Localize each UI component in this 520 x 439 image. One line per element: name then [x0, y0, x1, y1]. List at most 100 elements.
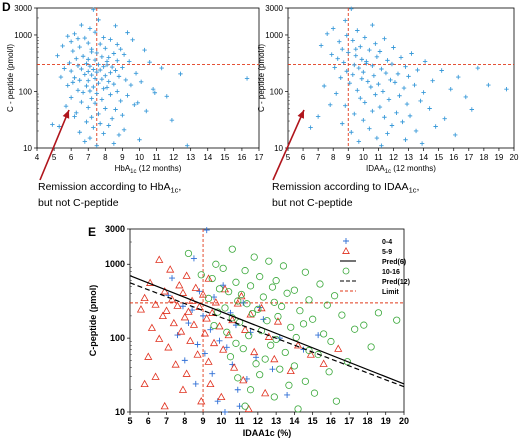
data-point	[116, 74, 122, 79]
data-point-0-4	[194, 341, 201, 348]
data-point-10-16	[309, 315, 317, 323]
data-point	[118, 46, 123, 52]
data-point-10-16	[263, 317, 271, 325]
data-point	[453, 132, 458, 138]
legend-label: 10-16	[382, 269, 400, 276]
data-point	[97, 121, 103, 126]
data-point	[113, 107, 118, 112]
data-point	[75, 63, 81, 68]
data-point	[92, 101, 98, 106]
data-point	[374, 135, 380, 141]
data-point-5-9	[151, 372, 160, 380]
x-tick-label: 13	[271, 416, 281, 426]
data-point	[475, 65, 481, 71]
data-point-10-16	[285, 381, 293, 389]
data-point-10-16	[228, 245, 236, 253]
legend-label: 5-9	[382, 249, 392, 256]
data-point-10-16	[212, 260, 220, 268]
data-point	[77, 130, 82, 135]
data-point-5-9	[293, 341, 303, 349]
y-tick-label: 10	[115, 407, 125, 417]
data-point-5-9	[178, 288, 188, 296]
data-point	[367, 47, 372, 53]
data-point	[103, 106, 108, 111]
data-point	[115, 58, 120, 63]
data-point-10-16	[246, 282, 255, 290]
data-point	[422, 59, 428, 64]
data-point-10-16	[367, 343, 375, 351]
data-point-10-16	[292, 333, 300, 342]
data-point	[358, 96, 363, 101]
data-point	[67, 60, 72, 66]
data-point	[338, 75, 343, 80]
data-point	[388, 77, 393, 83]
data-point	[70, 48, 76, 54]
data-point-10-16	[351, 325, 359, 333]
data-point-5-9	[151, 300, 160, 308]
data-point-10-16	[268, 283, 277, 291]
data-point	[332, 65, 337, 70]
data-point	[397, 93, 402, 98]
data-point-0-4	[216, 337, 223, 344]
data-point	[344, 33, 349, 38]
x-tick-label: 15	[220, 153, 229, 162]
data-point-10-16	[219, 264, 227, 272]
legend-label: 0-4	[382, 239, 392, 246]
data-point	[382, 115, 387, 120]
data-point	[97, 67, 103, 73]
x-tick-label: 7	[164, 416, 169, 426]
data-point-5-9	[204, 357, 213, 365]
data-point-5-9	[239, 375, 248, 384]
data-point-10-16	[232, 339, 240, 347]
panel-letter-d: D	[2, 0, 11, 14]
data-point	[101, 64, 106, 69]
data-point	[106, 79, 111, 84]
data-point-5-9	[162, 306, 171, 314]
data-point	[99, 97, 105, 102]
x-tick-label: 8	[331, 153, 336, 162]
data-point	[111, 81, 117, 87]
data-point	[370, 63, 375, 68]
data-point-5-9	[306, 350, 315, 358]
data-point	[99, 54, 105, 60]
data-point	[353, 53, 358, 58]
data-point	[356, 65, 362, 71]
data-point	[91, 125, 96, 130]
data-point-10-16	[221, 304, 229, 312]
x-axis-label: IDAA1c (12 months)	[366, 164, 436, 175]
data-point-5-9	[178, 385, 188, 393]
chart-panel-e: 10 100 1000 3000 5 6 7 8 9 10 11 12 13 14 15 16 17 18 19 20…	[88, 224, 410, 438]
data-point	[77, 44, 82, 50]
data-point-5-9	[160, 401, 169, 410]
x-tick-label: 4	[35, 153, 40, 162]
x-tick-label: 19	[381, 416, 391, 426]
y-tick-label: 100	[270, 87, 284, 96]
data-point-10-16	[270, 298, 278, 306]
data-point-10-16	[232, 278, 240, 286]
data-point-10-16	[254, 305, 262, 313]
data-point-10-16	[241, 267, 249, 275]
data-point-10-16	[323, 301, 331, 309]
data-point	[469, 107, 475, 112]
data-point-10-16	[320, 330, 328, 338]
data-point	[376, 81, 381, 87]
data-point	[315, 114, 321, 119]
data-point	[91, 84, 96, 90]
data-point-0-4	[209, 370, 216, 377]
data-point	[50, 122, 55, 127]
data-point-0-4	[234, 386, 241, 393]
data-point-0-4	[223, 344, 230, 351]
data-point-5-9	[169, 318, 178, 327]
legend-marker	[342, 246, 350, 254]
y-axis-label: C-peptide (pmol)	[88, 285, 98, 357]
data-point	[368, 84, 374, 90]
data-point	[82, 139, 88, 144]
x-tick-label: 16	[449, 153, 458, 162]
data-point-10-16	[290, 286, 298, 294]
data-point-10-16	[274, 312, 282, 321]
data-point	[364, 59, 369, 64]
data-point-10-16	[272, 335, 280, 344]
data-point-10-16	[223, 328, 231, 336]
y-tick-label: 100	[19, 87, 33, 96]
data-point	[164, 94, 169, 99]
